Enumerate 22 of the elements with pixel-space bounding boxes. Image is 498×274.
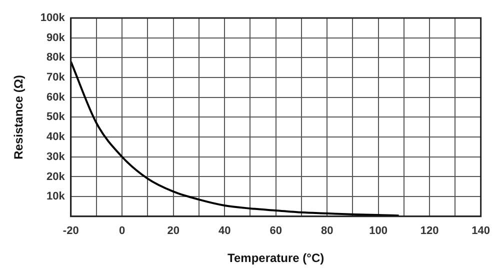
y-tick-label: 30k — [46, 150, 66, 163]
y-tick-label: 100k — [40, 12, 66, 24]
x-tick-label: 0 — [119, 225, 126, 238]
x-tick-label: -20 — [62, 225, 79, 238]
y-tick-label: 70k — [46, 72, 66, 84]
x-tick-label: 140 — [472, 225, 490, 238]
x-tick-label: 80 — [320, 225, 334, 238]
y-tick-label: 90k — [46, 32, 66, 44]
y-axis-title: Resistance (Ω) — [12, 75, 26, 160]
y-tick-label: 80k — [46, 52, 66, 64]
x-tick-label: 60 — [270, 225, 282, 238]
x-tick-label: 40 — [218, 225, 231, 238]
x-axis-title: Temperature (°C) — [228, 251, 324, 266]
x-tick-label: 20 — [167, 225, 180, 238]
line-series — [70, 60, 400, 216]
y-tick-label: 60k — [46, 91, 66, 104]
x-tick-label: 100 — [369, 225, 388, 238]
y-tick-label: 20k — [46, 170, 66, 183]
y-tick-label: 40k — [46, 131, 66, 144]
y-tick-label: 50k — [46, 111, 66, 124]
x-tick-label: 120 — [420, 225, 439, 238]
y-tick-label: 10k — [46, 190, 66, 203]
